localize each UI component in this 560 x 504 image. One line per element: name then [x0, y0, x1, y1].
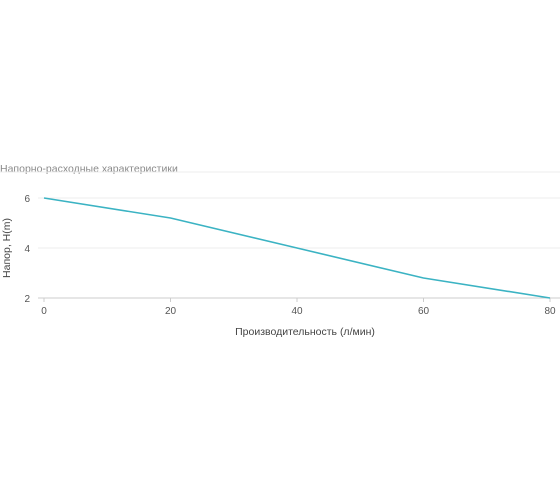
- y-ticks: 2 4 6: [24, 194, 30, 305]
- x-tick-label: 20: [165, 306, 177, 317]
- x-tick-label: 0: [41, 306, 47, 317]
- y-tick-label: 2: [24, 294, 30, 305]
- y-tick-label: 6: [24, 194, 30, 205]
- y-tick-label: 4: [24, 244, 30, 255]
- x-ticks: 0 20 40 60 80: [41, 298, 556, 317]
- y-axis-label: Напор, H(m): [1, 218, 13, 278]
- x-axis-label: Производительность (л/мин): [235, 326, 375, 338]
- x-tick-label: 80: [544, 306, 556, 317]
- x-tick-label: 40: [291, 306, 303, 317]
- series-line: [43, 197, 551, 299]
- x-tick-label: 60: [418, 306, 430, 317]
- grid-lines: [0, 171, 560, 249]
